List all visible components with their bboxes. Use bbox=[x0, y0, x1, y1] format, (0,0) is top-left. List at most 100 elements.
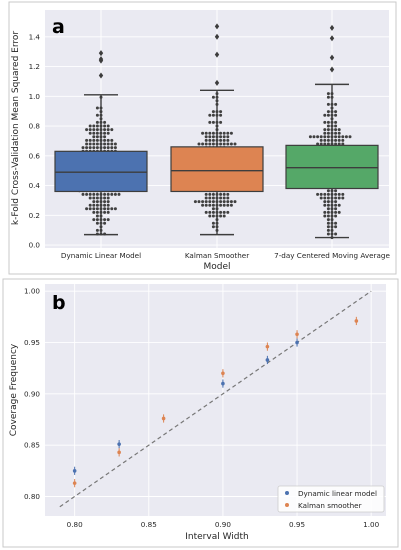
outlier-kalman bbox=[214, 51, 220, 58]
panel-b-y-axis-label: Coverage Frequency bbox=[9, 343, 19, 436]
swarm-point-dynamic bbox=[92, 210, 96, 214]
swarm-point-dynamic bbox=[92, 196, 96, 200]
swarm-point-dynamic bbox=[85, 128, 89, 132]
swarm-point-kalman bbox=[204, 135, 208, 139]
outlier-kalman bbox=[214, 33, 220, 40]
panel-b-x-ticks: 0.80 0.85 0.90 0.95 1.00 bbox=[67, 520, 380, 529]
swarm-point-centered bbox=[326, 131, 330, 135]
panel-b-reference-line bbox=[59, 290, 372, 508]
swarm-point-dynamic bbox=[106, 131, 110, 135]
swarm-point-centered bbox=[326, 218, 330, 222]
swarm-point-kalman bbox=[211, 120, 215, 124]
swarm-point-kalman bbox=[197, 142, 201, 146]
swarm-point-kalman bbox=[211, 142, 215, 146]
swarm-point-centered bbox=[326, 200, 330, 204]
swarm-point-kalman bbox=[233, 200, 237, 204]
swarm-point-dynamic bbox=[92, 146, 96, 150]
swarm-point-kalman bbox=[219, 192, 223, 196]
swarm-point-dynamic bbox=[106, 207, 110, 211]
swarm-point-centered bbox=[316, 192, 320, 196]
swarm-point-centered bbox=[326, 120, 330, 124]
swarm-point-dynamic bbox=[92, 203, 96, 207]
swarm-point-dynamic bbox=[103, 221, 107, 225]
swarm-point-centered bbox=[319, 138, 323, 142]
swarm-point-centered bbox=[337, 138, 341, 142]
swarm-point-dynamic bbox=[95, 214, 99, 218]
y-tick-label: 0.95 bbox=[24, 338, 40, 347]
swarm-point-dynamic bbox=[81, 192, 85, 196]
swarm-point-dynamic bbox=[103, 142, 107, 146]
swarm-point-dynamic bbox=[95, 146, 99, 150]
swarm-point-dynamic bbox=[103, 146, 107, 150]
swarm-point-dynamic bbox=[92, 131, 96, 135]
swarm-point-dynamic bbox=[81, 146, 85, 150]
swarm-point-kalman bbox=[197, 200, 201, 204]
swarm-point-centered bbox=[326, 95, 330, 99]
swarm-point-kalman bbox=[211, 207, 215, 211]
swarm-point-centered bbox=[344, 135, 348, 139]
swarm-point-dynamic bbox=[103, 131, 107, 135]
swarm-point-centered bbox=[323, 196, 327, 200]
swarm-point-dynamic bbox=[92, 135, 96, 139]
x-tick-label: 0.85 bbox=[141, 520, 157, 529]
swarm-point-dynamic bbox=[103, 124, 107, 128]
swarm-point-kalman bbox=[208, 203, 212, 207]
swarm-point-kalman bbox=[211, 113, 215, 117]
swarm-point-kalman bbox=[204, 131, 208, 135]
swarm-point-centered bbox=[326, 221, 330, 225]
swarm-point-kalman bbox=[204, 210, 208, 214]
swarm-point-dynamic bbox=[95, 113, 99, 117]
legend-marker-kalman bbox=[285, 503, 289, 507]
swarm-point-dynamic bbox=[106, 210, 110, 214]
swarm-point-dynamic bbox=[106, 203, 110, 207]
swarm-point-centered bbox=[334, 200, 338, 204]
swarm-point-centered bbox=[308, 135, 312, 139]
swarm-point-dynamic bbox=[103, 210, 107, 214]
swarm-point-dynamic bbox=[106, 200, 110, 204]
swarm-point-dynamic bbox=[110, 146, 114, 150]
y-tick-label: 0.8 bbox=[29, 122, 41, 131]
box-kalman bbox=[170, 146, 264, 193]
panel-b-legend: Dynamic linear model Kalman smoother bbox=[277, 485, 385, 513]
swarm-point-kalman bbox=[208, 200, 212, 204]
swarm-point-dynamic bbox=[113, 146, 117, 150]
swarm-point-centered bbox=[348, 135, 352, 139]
point-dynamic bbox=[265, 358, 270, 362]
point-kalman bbox=[72, 481, 77, 485]
swarm-point-kalman bbox=[204, 196, 208, 200]
swarm-point-centered bbox=[326, 92, 330, 96]
swarm-point-kalman bbox=[219, 196, 223, 200]
swarm-point-dynamic bbox=[88, 124, 92, 128]
swarm-point-kalman bbox=[208, 138, 212, 142]
y-tick-label: 0.0 bbox=[29, 241, 41, 250]
swarm-point-centered bbox=[334, 113, 338, 117]
swarm-point-centered bbox=[334, 128, 338, 132]
swarm-point-dynamic bbox=[117, 192, 121, 196]
swarm-point-centered bbox=[337, 203, 341, 207]
legend-box bbox=[277, 485, 385, 513]
outlier-dynamic bbox=[98, 50, 104, 57]
swarm-point-kalman bbox=[229, 131, 233, 135]
swarm-point-centered bbox=[323, 135, 327, 139]
swarm-point-dynamic bbox=[95, 196, 99, 200]
swarm-point-dynamic bbox=[106, 218, 110, 222]
swarm-point-kalman bbox=[229, 200, 233, 204]
swarm-point-kalman bbox=[208, 142, 212, 146]
swarm-point-dynamic bbox=[113, 142, 117, 146]
swarm-point-kalman bbox=[211, 225, 215, 229]
swarm-point-kalman bbox=[222, 135, 226, 139]
swarm-point-dynamic bbox=[85, 142, 89, 146]
swarm-point-centered bbox=[326, 142, 330, 146]
swarm-point-kalman bbox=[211, 196, 215, 200]
swarm-point-dynamic bbox=[95, 210, 99, 214]
swarm-point-centered bbox=[319, 142, 323, 146]
swarm-point-dynamic bbox=[92, 192, 96, 196]
swarm-point-dynamic bbox=[95, 218, 99, 222]
swarm-point-dynamic bbox=[85, 138, 89, 142]
swarm-point-dynamic bbox=[110, 207, 114, 211]
swarm-point-centered bbox=[316, 142, 320, 146]
swarm-point-kalman bbox=[222, 196, 226, 200]
swarm-point-centered bbox=[337, 142, 341, 146]
swarm-point-centered bbox=[312, 135, 316, 139]
swarm-point-centered bbox=[326, 232, 330, 236]
